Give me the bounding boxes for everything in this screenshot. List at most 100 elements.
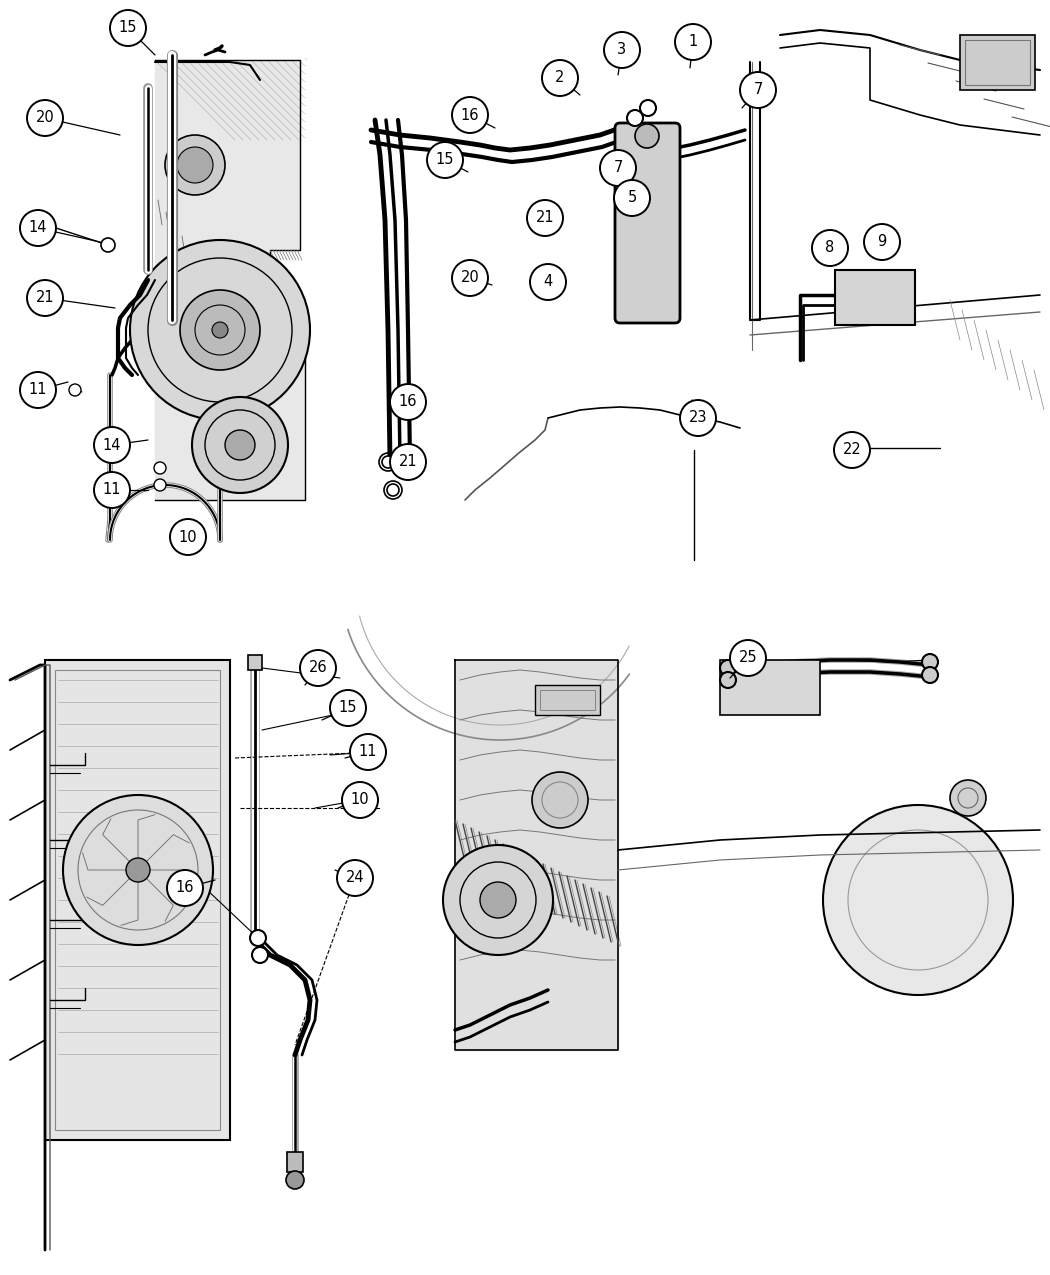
Circle shape [63,796,213,945]
Bar [960,34,1035,91]
Polygon shape [455,660,618,1051]
Text: 14: 14 [103,437,121,453]
Circle shape [600,150,636,186]
Text: 11: 11 [359,745,377,760]
Bar [370,10,1040,635]
Circle shape [225,430,255,460]
Text: 25: 25 [739,650,757,666]
Text: 4: 4 [544,274,552,289]
Text: 16: 16 [175,881,194,895]
Text: 21: 21 [399,454,417,469]
Circle shape [180,289,260,370]
Text: 22: 22 [842,442,861,458]
Circle shape [922,654,938,669]
Circle shape [823,805,1013,994]
Circle shape [192,397,288,493]
Circle shape [740,71,776,108]
Text: 2: 2 [555,70,565,85]
Circle shape [286,1170,304,1190]
Text: 23: 23 [689,411,708,426]
Text: 21: 21 [536,210,554,226]
Text: 1: 1 [689,34,697,50]
Circle shape [126,858,150,882]
Bar [448,645,1045,1270]
Bar [5,645,435,1270]
Text: 15: 15 [436,153,455,167]
Circle shape [480,882,516,918]
Circle shape [864,224,900,260]
Circle shape [635,124,659,148]
Circle shape [20,210,56,246]
Circle shape [330,690,366,725]
Circle shape [614,180,650,215]
Text: 20: 20 [461,270,480,286]
Text: 10: 10 [178,529,197,544]
Polygon shape [155,60,304,500]
Circle shape [532,771,588,827]
Circle shape [627,110,643,126]
Text: 9: 9 [878,235,886,250]
Circle shape [720,660,736,676]
Text: 26: 26 [309,660,328,676]
Circle shape [527,200,563,236]
Circle shape [167,870,203,907]
Text: 16: 16 [461,107,479,122]
Circle shape [212,323,228,338]
Text: 11: 11 [103,482,121,497]
Bar [5,5,304,630]
Text: 15: 15 [339,700,357,715]
Circle shape [640,99,656,116]
Circle shape [165,135,225,195]
Bar [287,1153,303,1172]
Circle shape [154,462,166,474]
Text: 8: 8 [825,241,835,255]
Text: 15: 15 [119,20,138,36]
Circle shape [94,427,130,463]
Circle shape [443,845,553,955]
Circle shape [390,384,426,419]
Text: 16: 16 [399,394,417,409]
Circle shape [452,260,488,296]
Circle shape [730,640,766,676]
Bar [55,669,220,1130]
Circle shape [675,24,711,60]
Circle shape [922,667,938,683]
Circle shape [382,456,394,468]
Text: 5: 5 [628,190,636,205]
Circle shape [950,780,986,816]
Text: 14: 14 [28,221,47,236]
Circle shape [94,472,130,507]
Circle shape [20,372,56,408]
Text: 11: 11 [28,382,47,398]
Circle shape [390,444,426,479]
Text: 10: 10 [351,793,370,807]
Text: 3: 3 [617,42,627,57]
Text: 24: 24 [345,871,364,886]
Text: 7: 7 [753,83,762,97]
Bar [248,655,262,669]
Bar [965,40,1030,85]
Circle shape [680,400,716,436]
Circle shape [110,10,146,46]
Circle shape [812,230,848,266]
Circle shape [69,384,81,397]
Circle shape [542,60,578,96]
Circle shape [130,240,310,419]
Circle shape [387,484,399,496]
Circle shape [452,97,488,133]
FancyBboxPatch shape [615,122,680,323]
Circle shape [252,947,268,963]
Circle shape [337,861,373,896]
Circle shape [27,280,63,316]
Circle shape [427,142,463,179]
Circle shape [154,479,166,491]
Bar [835,270,915,325]
Circle shape [170,519,206,555]
Text: 20: 20 [36,111,55,125]
Circle shape [177,147,213,184]
Bar [536,685,600,715]
Circle shape [604,32,640,68]
Bar [720,660,820,715]
Circle shape [250,929,266,946]
Circle shape [342,782,378,819]
